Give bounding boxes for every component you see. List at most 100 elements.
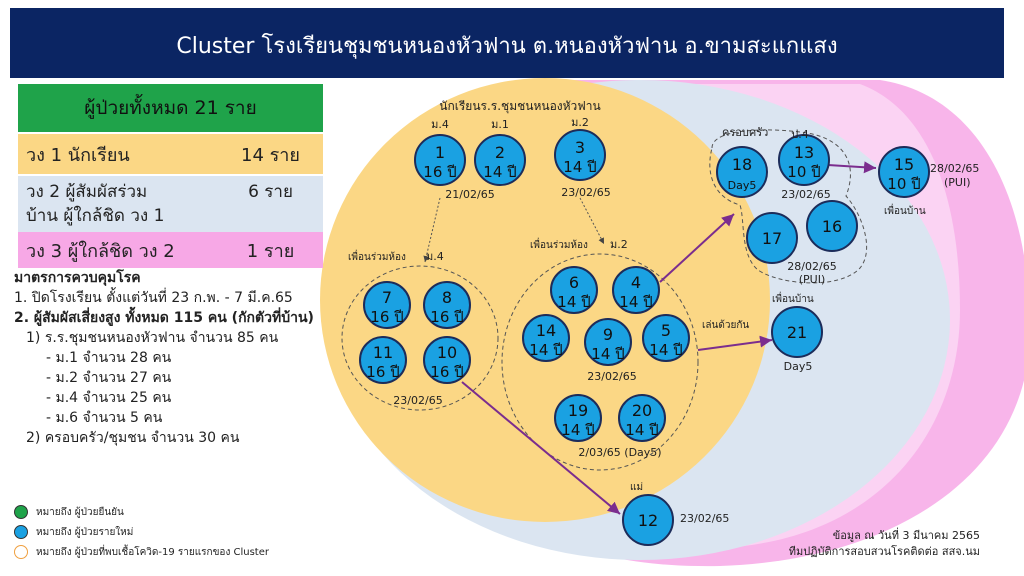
blue-dot-icon [14,525,28,539]
label-date-g2: (PUI) [944,176,971,189]
group-classmates-m2 [501,253,699,471]
patient-number: 17 [762,229,782,248]
patient-age: 10 ปี [787,163,820,181]
legend-item: หมายถึง ผู้ป่วยยืนยัน [14,502,269,522]
patient-number: 8 [442,288,452,307]
label-line-1: วง 2 ผู้สัมผัสร่วม [26,182,148,202]
patient-number: 18 [732,155,752,174]
patient-node-1: 116 ปี [414,134,466,186]
patient-number: 11 [373,343,393,362]
patient-number: 5 [661,321,671,340]
label-play-together: เล่นด้วยกัน [702,319,749,331]
summary-row-3: วง 3 ผู้ใกล้ชิด วง 2 1 ราย [18,232,323,268]
group-classmates-m4 [341,265,499,411]
patient-node-18: 18 Day5 [716,146,768,198]
patient-number: 21 [787,323,807,342]
patient-circle [806,200,858,252]
data-source: ข้อมูล ณ วันที่ 3 มีนาคม 2565 ทีมปฏิบัติ… [789,528,980,560]
patient-number: 15 [894,155,914,174]
summary-row-label: วง 3 ผู้ใกล้ชิด วง 2 [26,240,175,262]
patient-circle [474,134,526,186]
label-neighbor-friend2: เพื่อนบ้าน [772,291,814,305]
patient-circle [878,146,930,198]
label-neighbor-friend: เพื่อนบ้าน [884,203,926,217]
patient-circle [716,146,768,198]
patient-age: 14 ปี [483,163,516,181]
legend-text: หมายถึง ผู้ป่วยที่พบเชื้อโควิด-19 รายแรก… [36,546,269,558]
patient-number: 16 [822,217,842,236]
label-date-c: 23/02/65 [393,394,442,407]
measure-line: - ม.4 จำนวน 25 คน [46,390,172,406]
patient-age: 14 ปี [557,293,590,311]
patient-number: 12 [638,511,658,530]
label-date-i: 23/02/65 [680,512,729,525]
legend-text: หมายถึง ผู้ป่วยรายใหม่ [36,526,134,538]
patient-node-3: 314 ปี [554,129,606,181]
patient-node-7: 716 ปี [363,281,411,329]
summary-row-label: วง 1 นักเรียน [26,144,130,166]
patient-circle [642,314,690,362]
summary-row-label: วง 2 ผู้สัมผัสร่วม บ้าน ผู้ใกล้ชิด วง 1 [18,180,218,228]
label-classmates-m2-grade: ม.2 [610,238,628,251]
patient-number: 4 [631,273,641,292]
patient-node-2: 214 ปี [474,134,526,186]
patient-node-16: 16 [806,200,858,252]
patient-node-17: 17 [746,212,798,264]
patient-age: Day5 [728,179,757,192]
label-mother: แม่ [630,482,643,493]
patient-node-6: 614 ปี [550,266,598,314]
source-date: ข้อมูล ณ วันที่ 3 มีนาคม 2565 [832,529,980,542]
patient-circle [554,394,602,442]
patient-number: 9 [603,325,613,344]
page-title: Cluster โรงเรียนชุมชนหนองหัวฟาน ต.หนองหั… [176,34,838,59]
measure-line: 1) ร.ร.ชุมชนหนองหัวฟาน จำนวน 85 คน [26,330,279,346]
patient-number: 1 [435,143,445,162]
patient-node-8: 816 ปี [423,281,471,329]
summary-row-2: วง 2 ผู้สัมผัสร่วม บ้าน ผู้ใกล้ชิด วง 1 6… [18,176,323,232]
label-classmates-m4-grade: ม.4 [426,250,444,263]
label-date-h: 28/02/65 [787,260,836,273]
patient-age: 14 ปี [591,345,624,363]
label-date-h2: (PUI) [799,273,826,286]
summary-row-value: 14 ราย [241,144,300,166]
patient-circle [554,129,606,181]
legend-item: หมายถึง ผู้ป่วยที่พบเชื้อโควิด-19 รายแรก… [14,542,269,562]
patient-number: 2 [495,143,505,162]
label-date-g: 28/02/65 [930,162,979,175]
orange-ring-icon [14,545,28,559]
patient-circle [522,314,570,362]
patient-node-12: 12 [622,494,674,546]
patient-node-5: 514 ปี [642,314,690,362]
patient-age: 14 ปี [619,293,652,311]
patient-circle [550,266,598,314]
patient-age: 16 ปี [430,363,463,381]
legend-text: หมายถึง ผู้ป่วยยืนยัน [36,506,124,518]
source-team: ทีมปฏิบัติการสอบสวนโรคติดต่อ สสจ.นม [788,545,980,558]
patient-node-4: 414 ปี [612,266,660,314]
patient-number: 14 [536,321,556,340]
label-m2: ม.2 [571,116,589,129]
patient-age: 10 ปี [887,175,920,193]
patient-circle [618,394,666,442]
label-school: นักเรียนร.ร.ชุมชนหนองหัวฟาน [439,99,600,114]
legend-item: หมายถึง ผู้ป่วยรายใหม่ [14,522,269,542]
total-header: ผู้ป่วยทั้งหมด 21 ราย [18,84,323,132]
patient-age: 14 ปี [563,158,596,176]
patient-age: 16 ปี [423,163,456,181]
legend: หมายถึง ผู้ป่วยยืนยัน หมายถึง ผู้ป่วยราย… [14,502,269,562]
label-classmates-m2: เพื่อนร่วมห้อง [530,237,588,251]
patient-circle [584,318,632,366]
patient-circle [423,281,471,329]
patient-circle [363,281,411,329]
patient-age: 16 ปี [430,308,463,326]
group-family [709,129,868,284]
patient-number: 13 [794,143,814,162]
patient-circle [622,494,674,546]
green-dot-icon [14,505,28,519]
